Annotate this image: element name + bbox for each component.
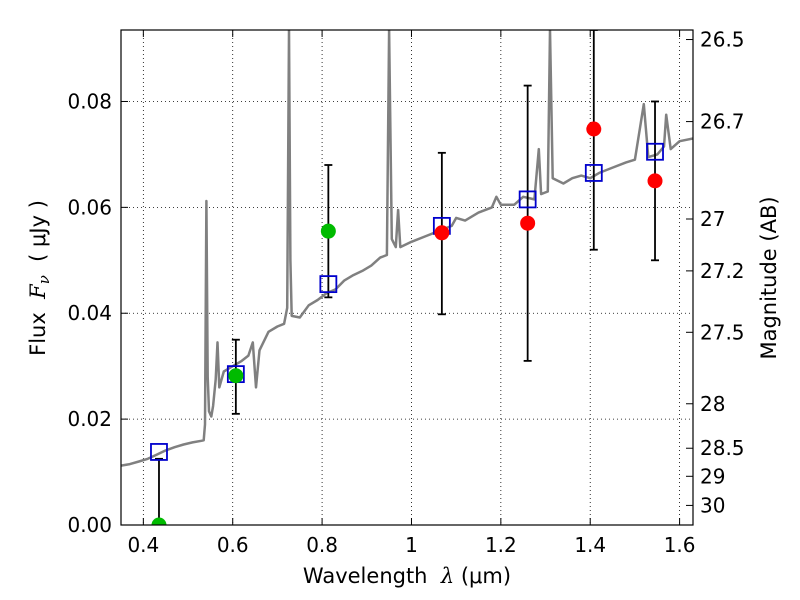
x-tick-label: 1.4 — [574, 533, 606, 557]
x-axis-title-unit: (μm) — [454, 564, 511, 588]
spectrum-line — [121, 30, 693, 467]
observed-point-green — [151, 517, 167, 525]
y-axis-title-pre: Flux — [26, 299, 50, 356]
y-tick-label: 0.06 — [67, 195, 112, 219]
observed-point-red — [520, 215, 536, 231]
y2-tick-label: 30 — [700, 493, 725, 517]
x-tick-label: 0.4 — [127, 533, 159, 557]
model-photometry-square — [319, 275, 338, 294]
axis-ticks: 0.4 0.6 0.8 1 1.2 1.4 1.6 0.00 0.02 0.04 0.06 0.08 2… — [67, 28, 744, 557]
y-axis-title-symbol: F — [26, 283, 50, 300]
observed-point-red — [434, 225, 450, 241]
x-tick-label: 1 — [405, 533, 418, 557]
observed-point-red — [586, 121, 602, 137]
y2-axis-title: Magnitude (AB) — [757, 196, 781, 359]
y-axis-title-unit: ( μJy ) — [26, 200, 50, 275]
plot-area — [121, 30, 693, 525]
y2-tick-label: 28.5 — [700, 436, 745, 460]
y2-tick-label: 27.5 — [700, 320, 745, 344]
model-photometry-square — [518, 190, 537, 209]
x-axis-title: Wavelength λ (μm) — [303, 564, 511, 588]
observed-point-red — [647, 173, 663, 189]
y2-tick-label: 27 — [700, 207, 725, 231]
x-tick-label: 1.2 — [485, 533, 517, 557]
observed-point-green — [320, 223, 336, 239]
model-photometry-square — [646, 142, 664, 161]
y2-tick-label: 26.7 — [700, 110, 745, 134]
model-photometry-square — [584, 164, 603, 182]
y2-tick-label: 27.2 — [700, 259, 745, 283]
y2-tick-label: 28 — [700, 392, 725, 416]
y-tick-label: 0.08 — [67, 89, 112, 113]
y2-tick-label: 29 — [700, 464, 725, 488]
y-axis-title: Flux Fν ( μJy ) — [26, 200, 53, 356]
x-tick-label: 0.6 — [217, 533, 249, 557]
x-tick-label: 1.6 — [664, 533, 696, 557]
y-tick-label: 0.02 — [67, 407, 112, 431]
observed-point-green — [228, 368, 244, 384]
x-axis-title-pre: Wavelength — [303, 564, 441, 588]
y-tick-label: 0.04 — [67, 301, 112, 325]
y-axis-title-subscript: ν — [35, 275, 53, 284]
y2-tick-label: 26.5 — [700, 28, 745, 52]
model-photometry-square — [150, 443, 168, 461]
x-tick-label: 0.8 — [306, 533, 338, 557]
x-axis-title-symbol: λ — [440, 564, 454, 588]
observed-layer — [151, 121, 663, 525]
spectrum-layer — [121, 30, 693, 467]
plot-frame — [120, 29, 694, 526]
y-tick-label: 0.00 — [67, 513, 112, 537]
